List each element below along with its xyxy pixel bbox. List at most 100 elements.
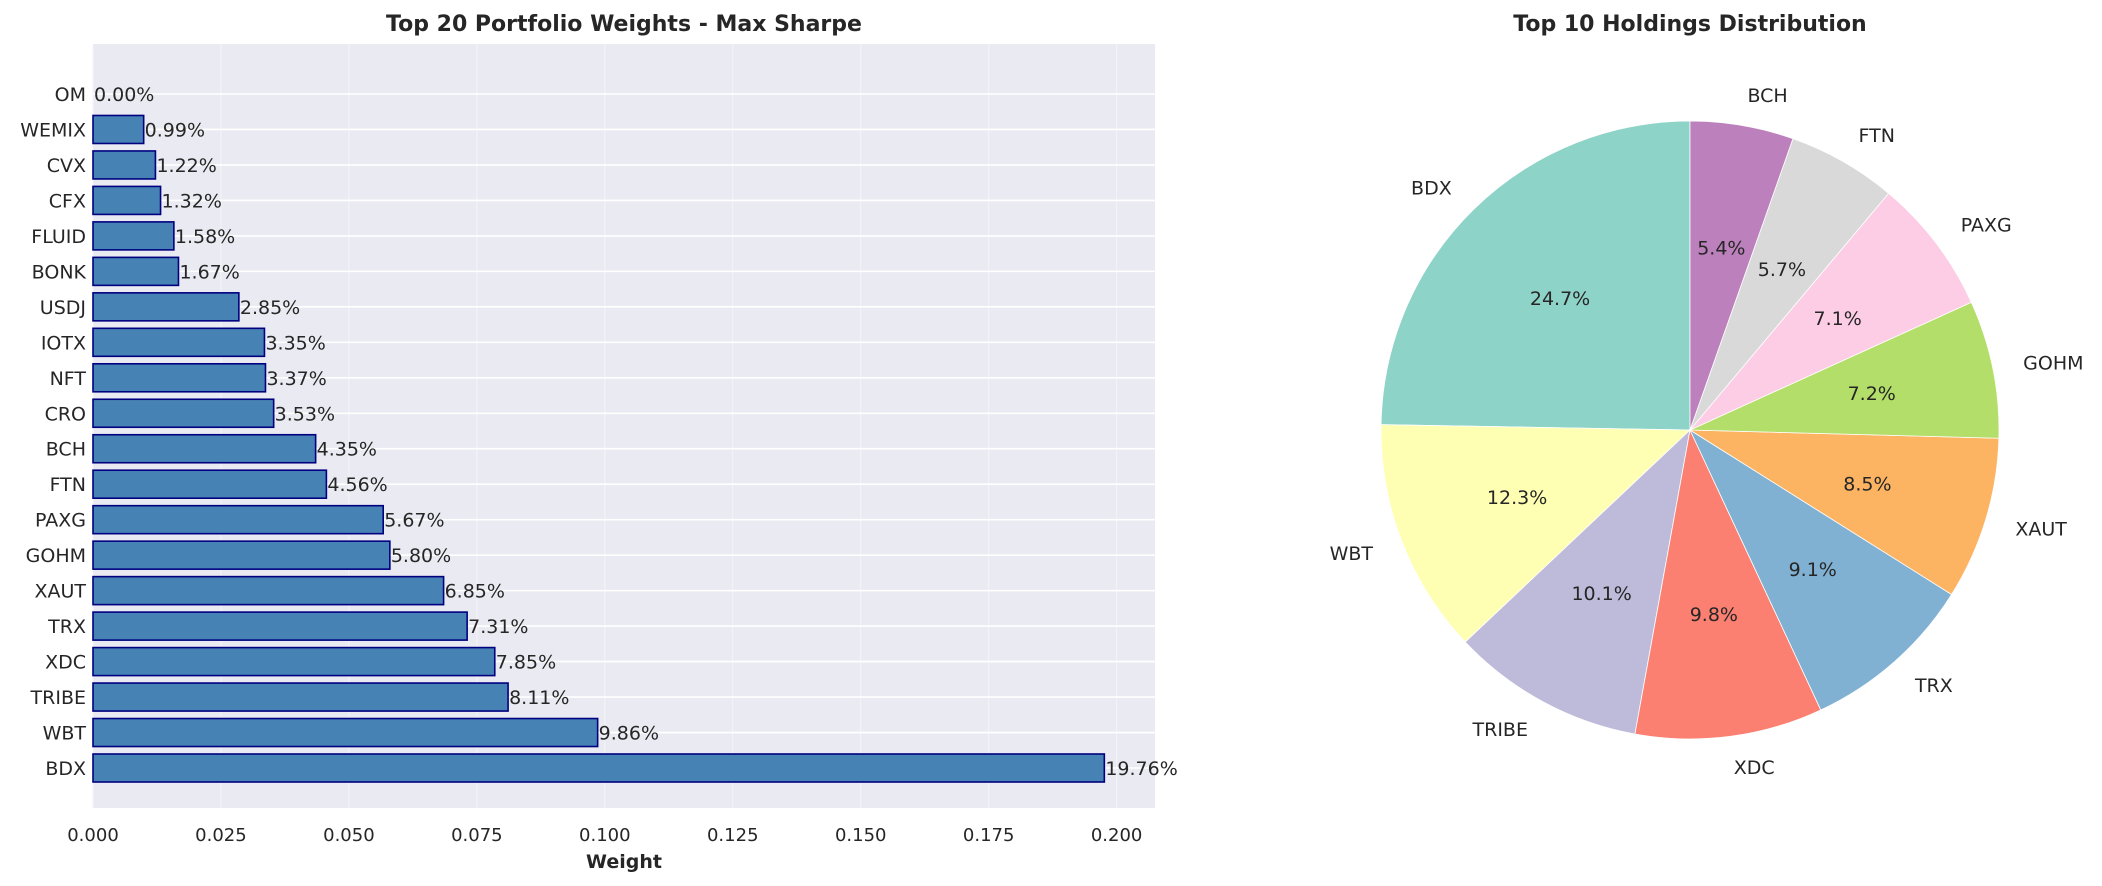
pie-slice-trx <box>1689 428 1953 711</box>
x-tick-label: 0.075 <box>451 825 503 846</box>
bar-paxg <box>92 504 384 535</box>
pie-label: WBT <box>1330 543 1374 565</box>
pie-slice-xdc <box>1634 428 1822 740</box>
bar-wemix <box>92 114 145 145</box>
data-label: 6.85% <box>445 581 505 603</box>
pie-slice-xaut <box>1688 429 2000 596</box>
category-label: BONK <box>32 261 87 283</box>
pie-slice-gohm <box>1689 301 2000 439</box>
pie-chart-title: Top 10 Holdings Distribution <box>1513 12 1866 37</box>
pie-slice-bch <box>1689 120 1794 431</box>
data-label: 1.67% <box>179 261 239 283</box>
category-label: IOTX <box>41 332 86 354</box>
bar-chart-category-labels: BDX WBT TRIBE XDC TRX XAUT GOHM PAXG FTN BCH CRO NF… <box>20 84 86 780</box>
bar-xdc <box>92 646 496 677</box>
pie-percent-label: 5.7% <box>1758 259 1806 281</box>
data-label: 7.85% <box>496 652 556 674</box>
pie-label: BCH <box>1747 85 1787 107</box>
pie-percent-label: 7.2% <box>1848 383 1896 405</box>
category-label: XAUT <box>34 581 86 603</box>
data-label: 1.32% <box>162 190 222 212</box>
pie-slice-paxg <box>1689 192 1972 431</box>
pie-percent-label: 24.7% <box>1530 288 1590 310</box>
category-label: XDC <box>45 652 86 674</box>
bar-gohm <box>92 540 391 570</box>
bar-usdj <box>92 292 240 322</box>
bar-trx <box>92 611 468 641</box>
x-tick-label: 0.150 <box>835 825 887 846</box>
bar-cvx <box>92 150 157 180</box>
pie-percent-label: 12.3% <box>1487 487 1547 509</box>
bar-chart: BDX WBT TRIBE XDC TRX XAUT GOHM PAXG FTN BCH CRO NF… <box>20 12 1178 873</box>
pie-percent-label: 10.1% <box>1571 583 1631 605</box>
data-label: 3.53% <box>275 403 335 425</box>
category-label: TRIBE <box>30 687 86 709</box>
data-label: 1.22% <box>156 155 216 177</box>
data-label: 0.00% <box>94 84 154 106</box>
bar-cro <box>92 398 275 429</box>
category-label: GOHM <box>26 545 86 567</box>
data-label: 5.80% <box>391 545 451 567</box>
bar-bonk <box>92 256 180 287</box>
category-label: TRX <box>47 616 86 638</box>
data-label: 9.86% <box>599 723 659 745</box>
pie-chart-labels: BDX WBT TRIBE XDC TRX XAUT GOHM PAXG FTN BCH <box>1330 85 2084 779</box>
bar-chart-bars <box>92 114 1106 783</box>
x-tick-label: 0.125 <box>707 825 759 846</box>
x-tick-label: 0.000 <box>67 825 119 846</box>
category-label: PAXG <box>35 510 86 532</box>
pie-chart-percent-labels: 24.7% 12.3% 10.1% 9.8% 9.1% 8.5% 7.2% 7.1% 5.7% 5… <box>1487 237 1896 626</box>
pie-percent-label: 7.1% <box>1814 308 1862 330</box>
pie-label: XDC <box>1734 757 1775 779</box>
data-label: 1.58% <box>175 226 235 248</box>
bar-tribe <box>92 682 509 712</box>
pie-label: FTN <box>1859 125 1895 147</box>
bar-wbt <box>92 717 599 748</box>
category-label: USDJ <box>40 297 86 319</box>
pie-label: PAXG <box>1961 214 2012 236</box>
data-label: 0.99% <box>145 119 205 141</box>
data-label: 3.35% <box>265 332 325 354</box>
pie-label: XAUT <box>2015 519 2067 541</box>
pie-percent-label: 8.5% <box>1843 474 1891 496</box>
category-label: NFT <box>50 368 87 390</box>
bar-chart-x-axis-label: Weight <box>586 851 662 873</box>
pie-slice-bdx <box>1380 120 1691 431</box>
pie-label: TRX <box>1914 675 1953 697</box>
category-label: OM <box>55 84 86 106</box>
pie-percent-label: 9.1% <box>1789 559 1837 581</box>
bar-iotx <box>92 327 266 358</box>
x-tick-label: 0.100 <box>579 825 631 846</box>
data-label: 19.76% <box>1105 758 1177 780</box>
data-label: 5.67% <box>384 510 444 532</box>
bar-xaut <box>92 575 445 606</box>
pie-label: BDX <box>1411 178 1452 200</box>
category-label: WEMIX <box>20 119 86 141</box>
x-tick-label: 0.050 <box>323 825 375 846</box>
pie-label: GOHM <box>2023 353 2083 375</box>
bar-nft <box>92 362 267 393</box>
pie-chart: BDX WBT TRIBE XDC TRX XAUT GOHM PAXG FTN BCH 24.7… <box>1330 12 2084 779</box>
category-label: FTN <box>50 474 86 496</box>
x-tick-label: 0.025 <box>195 825 247 846</box>
category-label: BCH <box>46 439 86 461</box>
data-label: 4.56% <box>327 474 387 496</box>
x-tick-label: 0.175 <box>963 825 1015 846</box>
data-label: 3.37% <box>266 368 326 390</box>
bar-bdx <box>92 753 1106 783</box>
bar-chart-data-labels: 19.76% 9.86% 8.11% 7.85% 7.31% 6.85% 5.80% 5.67… <box>94 84 1178 780</box>
data-label: 7.31% <box>468 616 528 638</box>
category-label: BDX <box>45 758 86 780</box>
pie-label: TRIBE <box>1472 719 1528 741</box>
bar-bch <box>92 433 317 464</box>
pie-slice-wbt <box>1380 424 1691 643</box>
data-label: 4.35% <box>317 439 377 461</box>
data-label: 8.11% <box>509 687 569 709</box>
category-label: FLUID <box>31 226 86 248</box>
pie-percent-label: 5.4% <box>1697 237 1745 259</box>
pie-percent-label: 9.8% <box>1690 604 1738 626</box>
bar-fluid <box>92 221 175 251</box>
category-label: WBT <box>43 723 87 745</box>
category-label: CVX <box>47 155 86 177</box>
